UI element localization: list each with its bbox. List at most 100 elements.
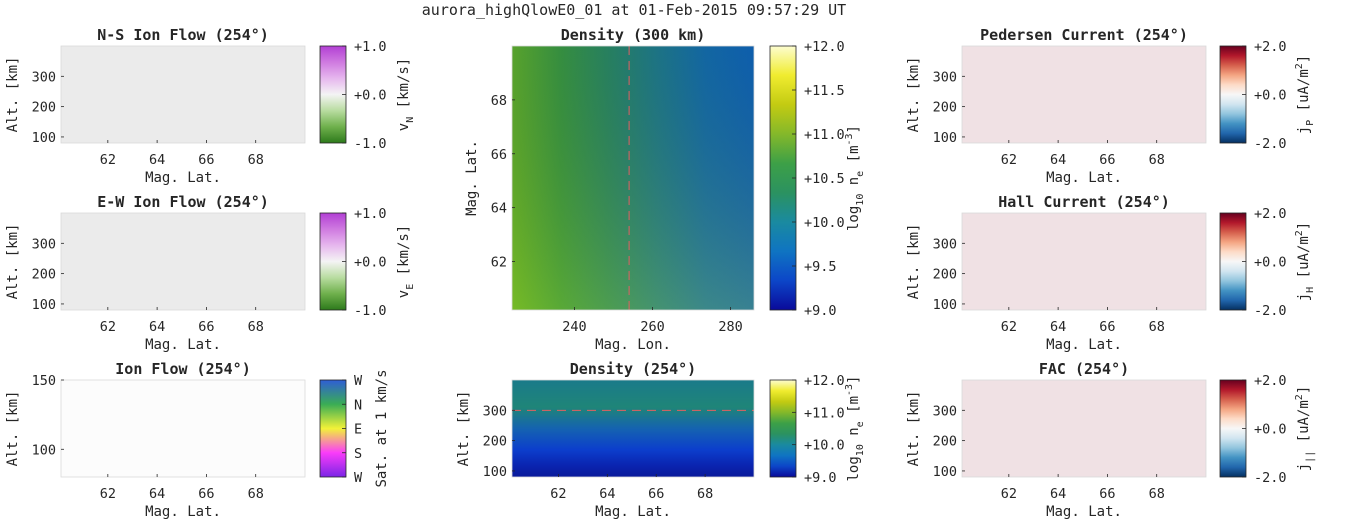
- y-tick-label: 300: [933, 69, 957, 85]
- colorbar: [1219, 212, 1247, 311]
- x-tick-label: 68: [1149, 152, 1165, 168]
- axes-frame: [961, 212, 1207, 311]
- colorbar-label-part: 2: [1294, 63, 1305, 69]
- x-axis-label: Mag. Lat.: [1046, 170, 1122, 186]
- x-tick-label: 62: [100, 486, 116, 502]
- y-axis-label: Alt. [km]: [5, 224, 21, 300]
- panel-title: Density (254°): [570, 360, 696, 378]
- colorbar-tick-label: +0.0: [1254, 88, 1287, 104]
- colorbar-label-part: v: [396, 290, 412, 298]
- y-tick-label: 300: [933, 236, 957, 252]
- colorbar-tick-label: N: [354, 397, 362, 413]
- colorbar-tick-label: +11.5: [804, 83, 845, 99]
- colorbar-label: vN [km/s]: [396, 58, 416, 131]
- y-tick-label: 62: [491, 255, 507, 271]
- axes-frame: [511, 379, 755, 478]
- colorbar-label: log10 ne [m-3]: [844, 375, 866, 481]
- x-tick-label: 64: [1050, 152, 1066, 168]
- axes-frame: [961, 45, 1207, 144]
- colorbar: [1219, 379, 1247, 478]
- colorbar-tick-label: W: [354, 373, 363, 389]
- y-tick-label: 100: [32, 442, 56, 458]
- panel-title: Ion Flow (254°): [115, 360, 250, 378]
- colorbar-tick-label: S: [354, 446, 362, 462]
- colorbar-tick-label: +0.0: [354, 255, 387, 271]
- y-tick-label: 64: [491, 201, 507, 217]
- x-tick-label: 64: [149, 486, 165, 502]
- colorbar-label-part: -3: [844, 384, 855, 396]
- y-axis-label: Alt. [km]: [906, 57, 922, 133]
- colorbar: [319, 212, 347, 311]
- y-tick-label: 100: [32, 297, 56, 313]
- y-tick-label: 68: [491, 93, 507, 109]
- y-tick-label: 200: [483, 434, 507, 450]
- colorbar-tick-label: W: [354, 470, 363, 486]
- colorbar-label-part: ]: [1296, 386, 1312, 394]
- colorbar-label-part: ]: [1296, 222, 1312, 230]
- x-tick-label: 66: [198, 486, 214, 502]
- colorbar-label-part: v: [396, 123, 412, 131]
- y-axis-label: Alt. [km]: [456, 391, 472, 467]
- colorbar-tick-label: -2.0: [1254, 303, 1287, 319]
- x-tick-label: 260: [640, 319, 664, 335]
- x-tick-label: 66: [1099, 152, 1115, 168]
- y-tick-label: 100: [933, 297, 957, 313]
- x-tick-label: 62: [100, 319, 116, 335]
- colorbar-label: j|| [uA/m2]: [1294, 386, 1316, 472]
- y-axis-label: Mag. Lat.: [464, 140, 480, 216]
- colorbar-tick-label: +10.0: [804, 438, 845, 454]
- colorbar-label-part: j: [1296, 463, 1312, 471]
- colorbar-label-part: P: [1305, 120, 1316, 126]
- colorbar-tick-label: +0.0: [1254, 255, 1287, 271]
- x-tick-label: 68: [248, 152, 264, 168]
- colorbar-label-part: N: [405, 117, 416, 123]
- colorbar-tick-label: +12.0: [804, 373, 845, 389]
- colorbar-tick-label: +10.0: [804, 215, 845, 231]
- colorbar-label-part: 10: [855, 444, 866, 456]
- x-tick-label: 280: [718, 319, 742, 335]
- colorbar-tick-label: +2.0: [1254, 206, 1287, 222]
- y-tick-label: 150: [32, 373, 56, 389]
- colorbar-label-part: e: [855, 171, 866, 177]
- figure-title: aurora_highQlowE0_01 at 01-Feb-2015 09:5…: [422, 1, 846, 19]
- x-tick-label: 68: [1149, 486, 1165, 502]
- heatmap-image: [61, 213, 305, 310]
- y-tick-label: 100: [483, 464, 507, 480]
- y-tick-label: 66: [491, 147, 507, 163]
- colorbar-label-part: E: [405, 284, 416, 290]
- x-tick-label: 62: [1001, 486, 1017, 502]
- colorbar-label-part: log: [846, 456, 862, 481]
- x-tick-label: 66: [198, 152, 214, 168]
- x-axis-label: Mag. Lat.: [1046, 504, 1122, 520]
- colorbar-label-part: n: [846, 177, 862, 194]
- panel-0: N-S Ion Flow (254°) 62 64 66 68 100 200 300 Mag.…: [5, 26, 416, 186]
- colorbar-tick-label: +2.0: [1254, 373, 1287, 389]
- colorbar-tick-label: +9.0: [804, 303, 837, 319]
- colorbar-tick-label: -2.0: [1254, 470, 1287, 486]
- x-tick-label: 64: [149, 319, 165, 335]
- x-tick-label: 64: [1050, 486, 1066, 502]
- heatmap-image: [962, 380, 1206, 477]
- colorbar-label: jP [uA/m2]: [1294, 55, 1316, 135]
- heatmap-shading: [512, 46, 754, 310]
- colorbar-tick-label: +0.0: [1254, 422, 1287, 438]
- y-tick-label: 200: [933, 267, 957, 283]
- x-axis-label: Mag. Lat.: [145, 170, 221, 186]
- heatmap-image: [962, 46, 1206, 143]
- colorbar-label: vE [km/s]: [396, 225, 416, 298]
- y-tick-label: 300: [32, 236, 56, 252]
- colorbar-label-part: [km/s]: [396, 225, 412, 284]
- panel-title: N-S Ion Flow (254°): [97, 26, 269, 44]
- x-tick-label: 62: [1001, 152, 1017, 168]
- y-axis-label: Alt. [km]: [5, 57, 21, 133]
- colorbar-tick-label: +12.0: [804, 39, 845, 55]
- colorbar-label-part: j: [1296, 126, 1312, 134]
- panel-7: FAC (254°) 62 64 66 68 100 200 300 Mag. Lat. Alt.…: [906, 360, 1316, 520]
- axes-frame: [961, 379, 1207, 478]
- panel-title: Density (300 km): [561, 26, 706, 44]
- panel-1: E-W Ion Flow (254°) 62 64 66 68 100 200 300 Mag.…: [5, 193, 416, 353]
- axes-frame: [60, 45, 306, 144]
- y-tick-label: 200: [32, 267, 56, 283]
- y-tick-label: 200: [32, 100, 56, 116]
